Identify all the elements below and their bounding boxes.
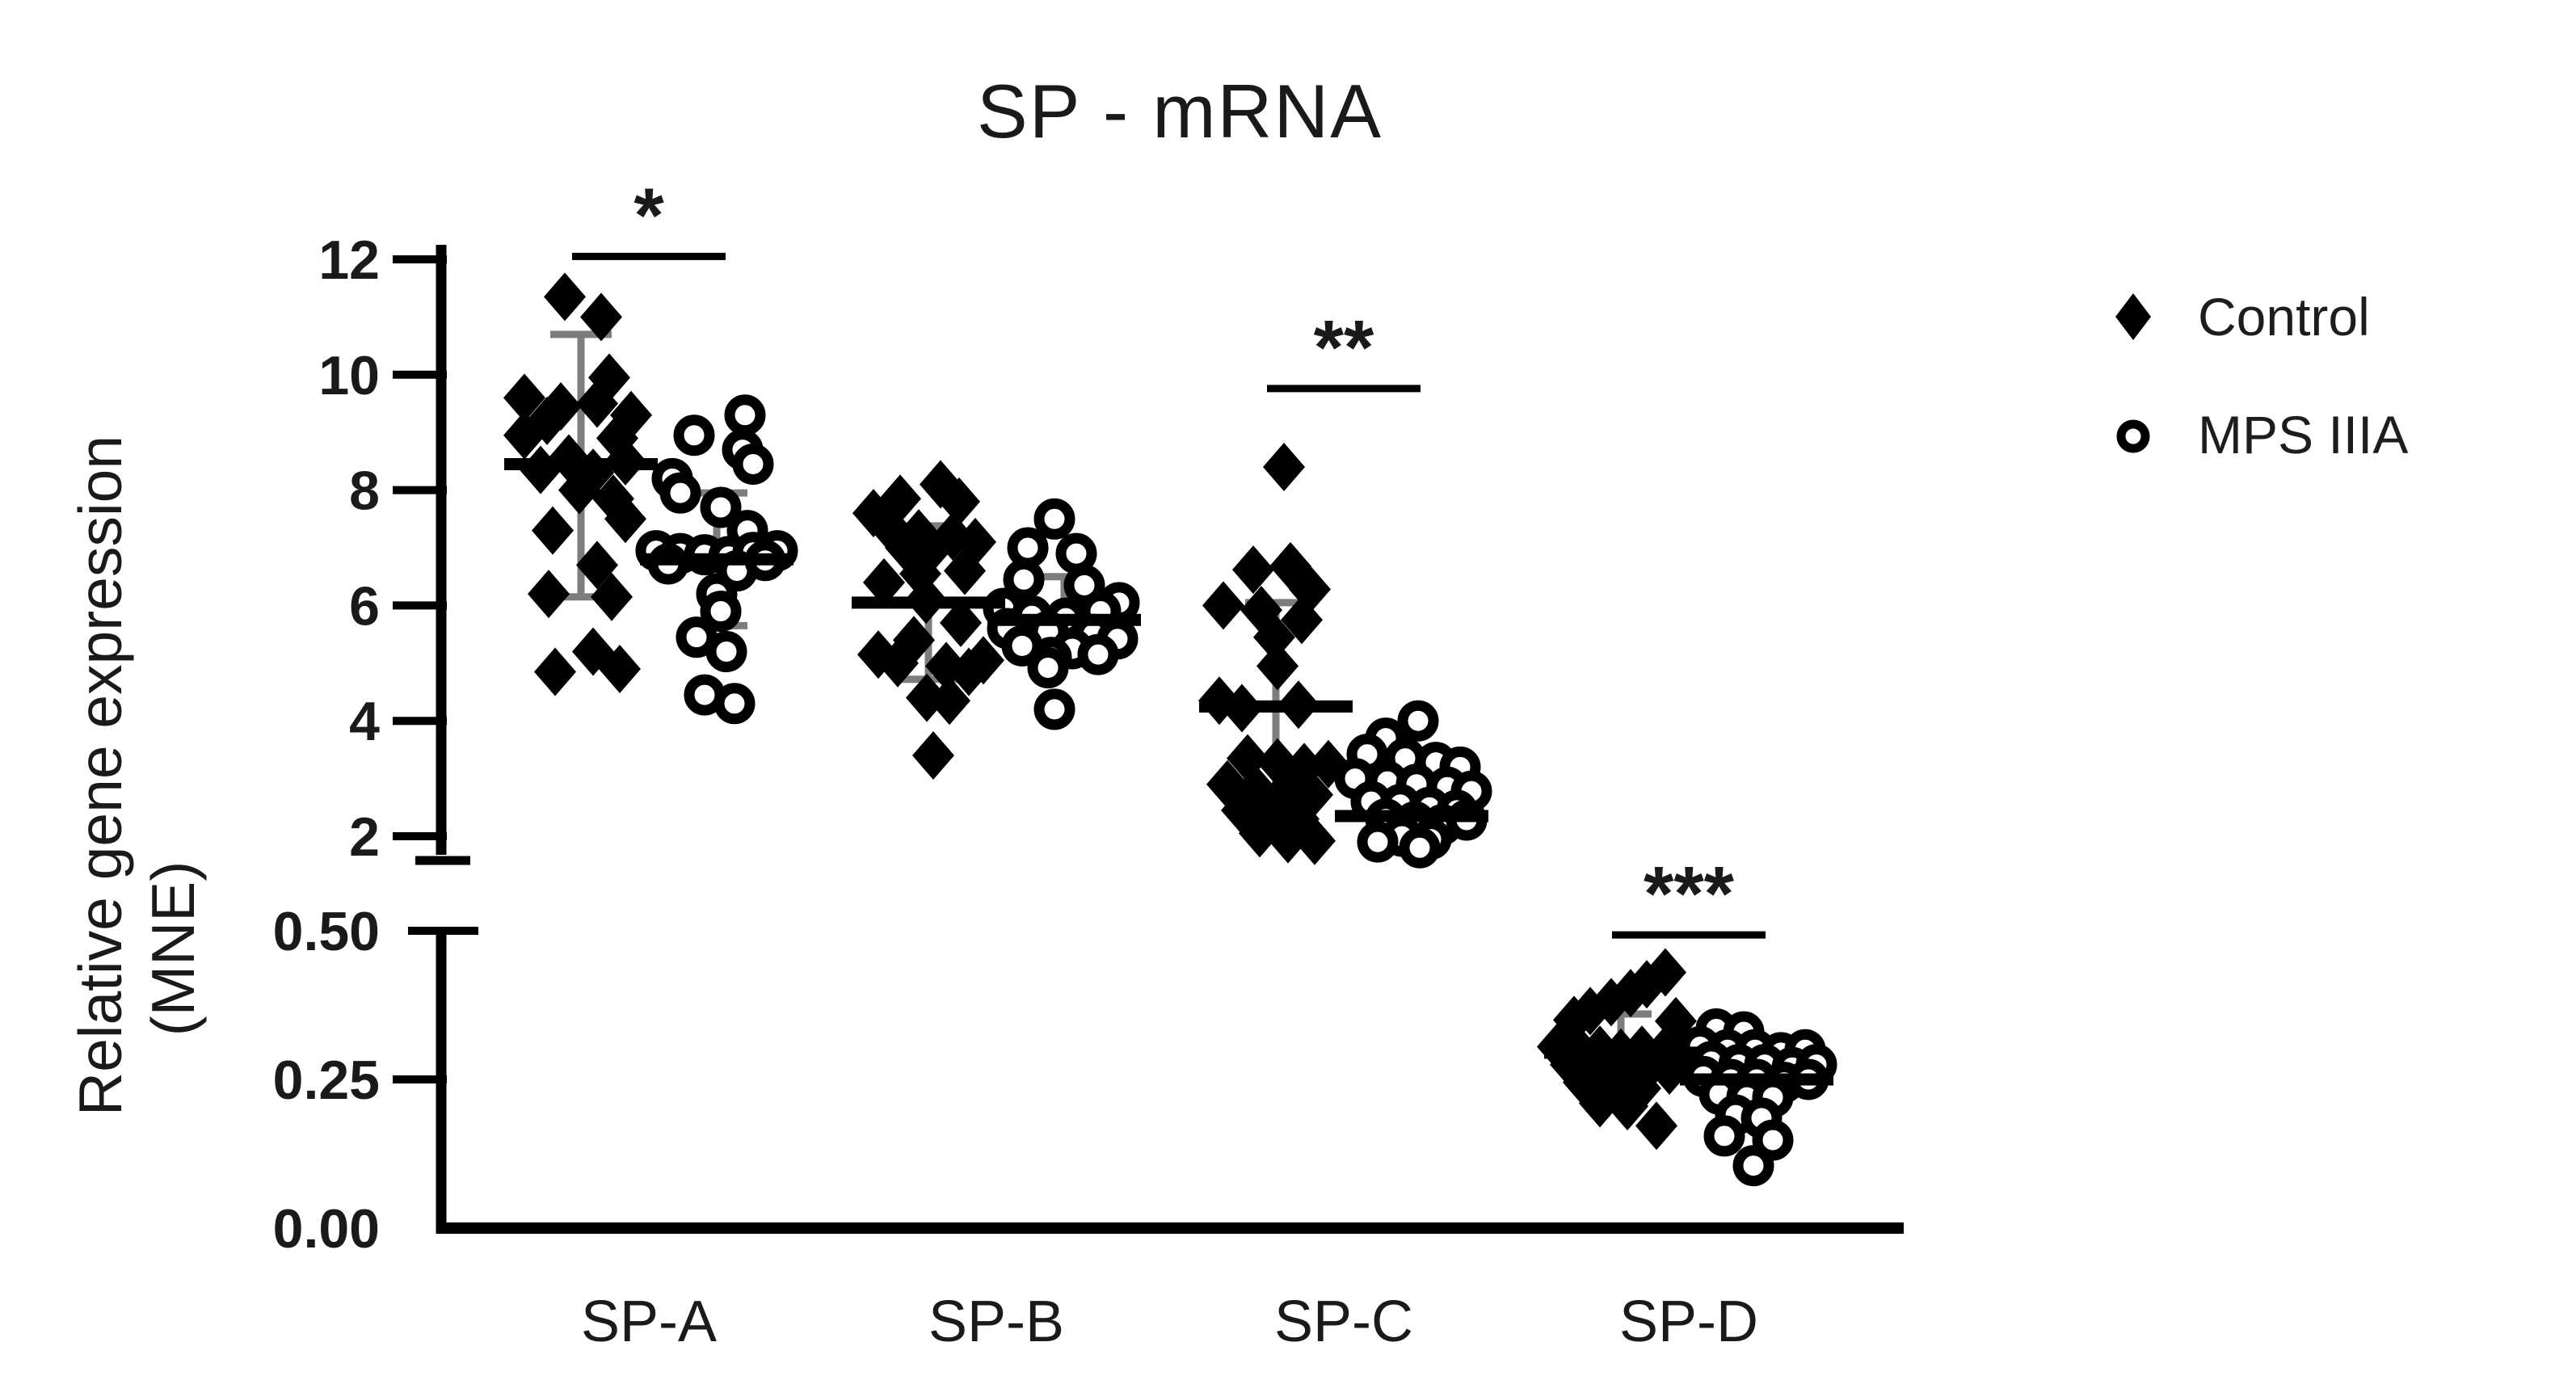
y-tick-label-lower: 0.25 (273, 1050, 380, 1111)
data-point-diamond (1202, 581, 1244, 630)
data-point-circle (1027, 647, 1069, 689)
data-point-circle (1033, 688, 1075, 730)
data-point-circle (1399, 827, 1441, 869)
x-category-label: SP-D (1619, 1290, 1758, 1354)
legend: Control MPS IIIA (2107, 278, 2408, 473)
data-point-diamond (944, 546, 986, 595)
data-point-circle (1397, 700, 1439, 742)
data-point-diamond (1239, 809, 1281, 858)
significance-label: ** (1314, 305, 1374, 391)
data-point-diamond (938, 477, 980, 526)
data-point-circle (700, 591, 742, 633)
significance-label: * (633, 172, 664, 259)
diamond-marker-icon (2115, 293, 2151, 340)
data-point-circle (1752, 1119, 1794, 1161)
y-tick-label-upper: 6 (349, 575, 380, 637)
x-category-label: SP-B (928, 1290, 1064, 1354)
data-point-diamond (580, 292, 622, 342)
data-point-diamond (877, 638, 919, 688)
y-tick-label-lower: 0.50 (273, 901, 380, 962)
y-axis-title-line1: Relative gene expression (66, 435, 134, 1116)
data-point-circle (1007, 527, 1049, 569)
data-point-diamond (928, 676, 970, 726)
data-point-diamond (1256, 642, 1299, 691)
data-point-diamond (1267, 814, 1309, 864)
legend-label-control: Control (2198, 287, 2370, 347)
data-point-diamond (544, 272, 586, 322)
significance-label: *** (1644, 851, 1735, 937)
x-category-label: SP-C (1274, 1290, 1413, 1354)
data-point-diamond (1232, 545, 1274, 595)
data-point-diamond (1635, 1101, 1677, 1151)
data-point-diamond (940, 598, 982, 647)
data-point-circle (713, 683, 756, 725)
data-point-circle (659, 472, 701, 514)
data-point-circle (700, 486, 742, 528)
y-tick-label-upper: 12 (318, 229, 380, 291)
data-point-circle (705, 631, 747, 673)
data-point-circle (1732, 1145, 1774, 1187)
data-point-circle (1055, 532, 1097, 574)
data-point-diamond (1294, 816, 1336, 865)
y-axis-title-line2: (MNE) (139, 861, 207, 1037)
data-point-diamond (534, 647, 576, 696)
data-point-diamond (863, 557, 905, 607)
data-point-diamond (591, 572, 633, 621)
data-point-circle (673, 414, 715, 456)
y-tick-label-upper: 8 (349, 461, 380, 522)
data-point-diamond (528, 570, 570, 619)
legend-item-control: Control (2107, 278, 2408, 356)
data-point-diamond (604, 494, 646, 544)
legend-item-mpsiiia: MPS IIIA (2107, 396, 2408, 473)
data-point-diamond (532, 506, 574, 555)
y-tick-label-upper: 10 (318, 345, 380, 406)
y-tick-label-upper: 4 (349, 691, 380, 752)
x-category-label: SP-A (581, 1290, 717, 1354)
data-point-diamond (1606, 1082, 1648, 1131)
data-point-diamond (503, 373, 545, 423)
data-point-diamond (503, 410, 545, 460)
data-point-diamond (1253, 612, 1295, 662)
data-point-circle (732, 443, 774, 485)
y-tick-label-upper: 2 (349, 806, 380, 868)
data-point-circle (724, 394, 766, 436)
data-point-circle (1703, 1115, 1745, 1157)
circle-marker-icon (2116, 419, 2150, 453)
data-point-circle (1003, 558, 1045, 600)
data-point-diamond (599, 644, 641, 693)
data-point-diamond (576, 541, 618, 590)
data-point-diamond (1579, 1079, 1621, 1128)
data-point-diamond (912, 731, 954, 780)
data-point-circle (1033, 498, 1075, 540)
data-point-diamond (576, 379, 618, 428)
data-point-diamond (948, 647, 990, 696)
y-tick-label-lower: 0.00 (273, 1198, 380, 1260)
data-point-diamond (558, 465, 600, 515)
data-point-diamond (1263, 443, 1305, 492)
chart-title: SP - mRNA (977, 69, 1383, 154)
data-point-circle (1077, 633, 1119, 675)
data-point-diamond (1281, 595, 1323, 645)
data-point-circle (1357, 821, 1399, 863)
legend-label-mpsiiia: MPS IIIA (2198, 405, 2409, 465)
data-point-diamond (1248, 789, 1290, 839)
